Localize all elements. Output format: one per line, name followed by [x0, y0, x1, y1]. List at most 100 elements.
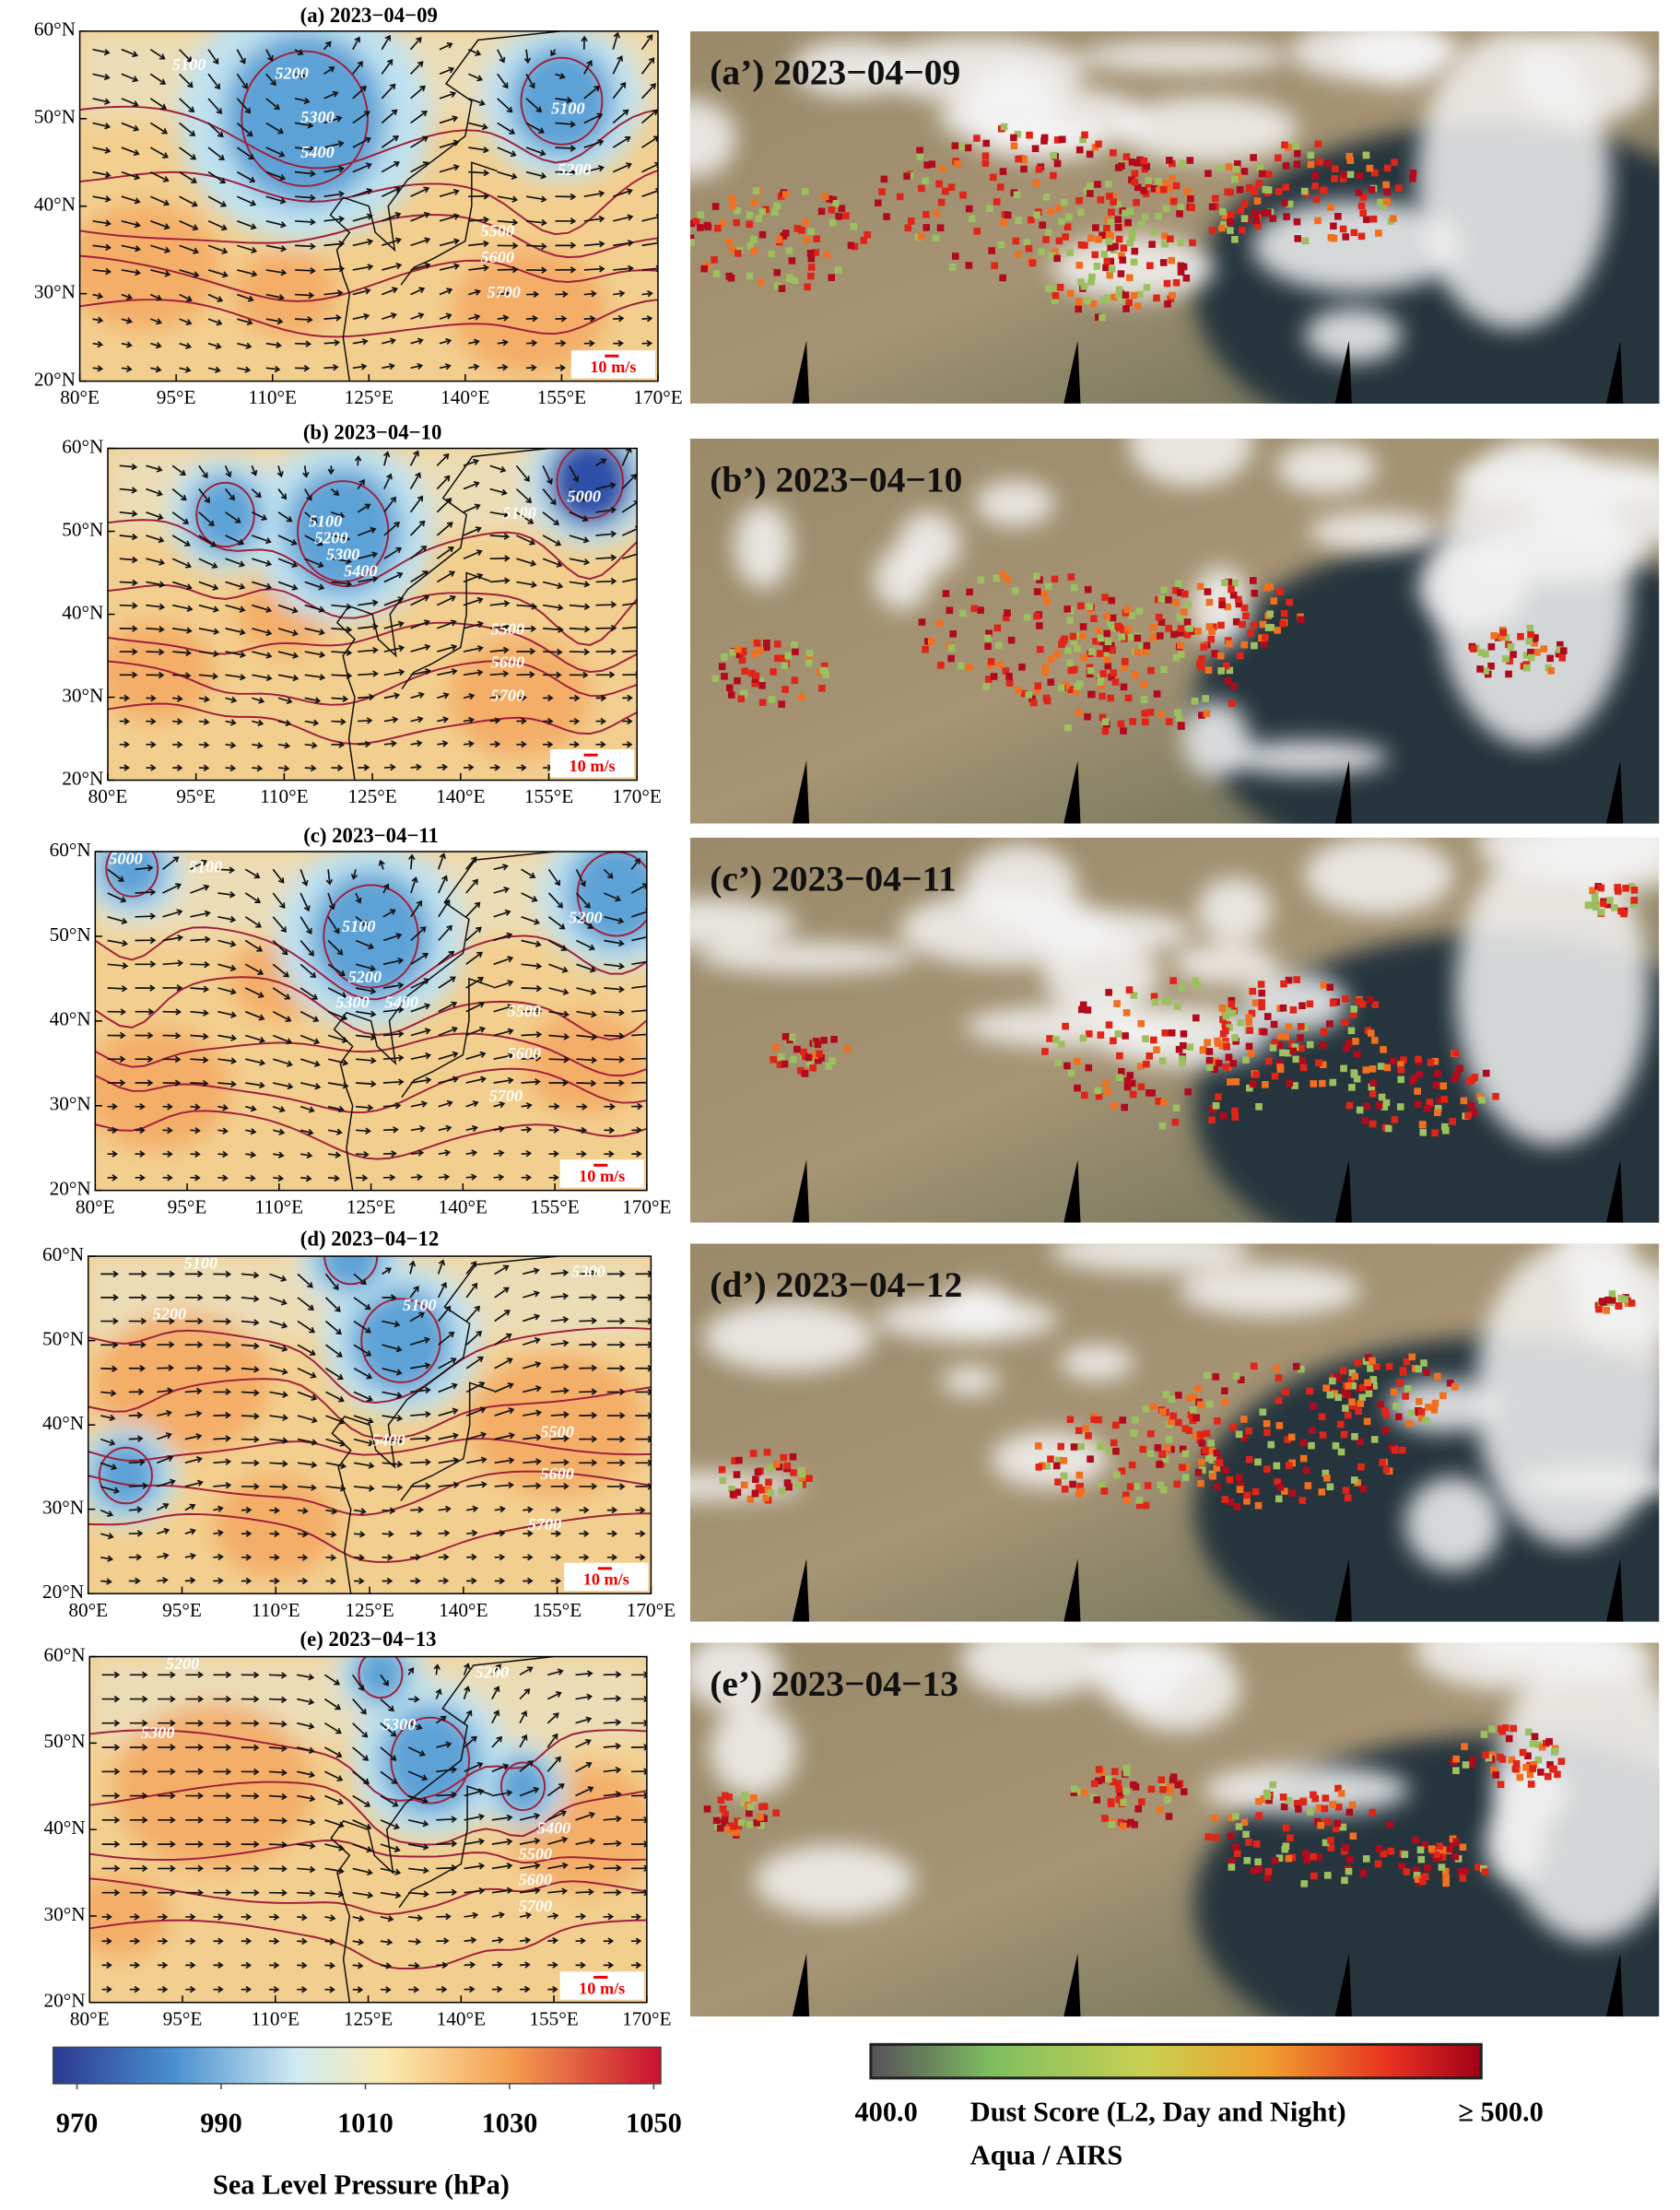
dust-pixel	[1222, 1466, 1229, 1474]
wind-vector	[268, 1769, 288, 1777]
wind-vector	[300, 1105, 315, 1113]
dust-pixel	[1138, 642, 1145, 650]
wind-vector	[410, 739, 423, 747]
dust-pixel	[1630, 900, 1638, 909]
dust-pixel	[1255, 1103, 1263, 1111]
low-pressure	[317, 1256, 385, 1292]
wind-vector	[410, 570, 429, 583]
dust-pixel	[1109, 1778, 1117, 1786]
contour-label: 5200	[166, 1654, 199, 1673]
wind-vector	[162, 959, 184, 967]
dust-pixel	[1106, 1447, 1113, 1454]
dust-pixel	[1180, 1041, 1187, 1050]
wind-vector	[128, 1577, 141, 1585]
dust-pixel	[1107, 218, 1115, 227]
wind-vector	[463, 526, 482, 536]
dust-pixel	[1263, 1874, 1271, 1882]
dust-pixel	[1299, 1439, 1308, 1447]
wind-vector	[172, 764, 183, 771]
dust-pixel	[1080, 653, 1087, 662]
wind-vector	[355, 1057, 377, 1064]
wind-vector	[190, 1079, 209, 1087]
dust-pixel	[821, 193, 829, 201]
dust-pixel	[1183, 618, 1192, 626]
dust-pixel	[758, 230, 767, 239]
wind-vector	[437, 1281, 447, 1299]
wind-vector	[158, 1937, 169, 1945]
dust-pixel	[987, 658, 995, 665]
dust-pixel	[1235, 1474, 1243, 1482]
dust-pixel	[1369, 1808, 1377, 1816]
dust-pixel	[1240, 604, 1249, 612]
wind-vector	[119, 648, 138, 655]
wind-vector	[353, 1273, 367, 1286]
wind-vector	[543, 741, 554, 748]
dust-pixel	[1226, 666, 1234, 675]
dust-pixel	[988, 247, 995, 254]
dust-pixel	[1224, 1005, 1231, 1014]
dust-pixel	[1279, 1793, 1287, 1801]
dust-pixel	[1142, 648, 1149, 655]
wind-reference-label: 10 m/s	[570, 757, 616, 775]
wind-vector	[595, 530, 617, 538]
wind-vector	[128, 1388, 145, 1396]
dust-pixel	[1150, 185, 1158, 193]
dust-pixel	[1218, 1042, 1227, 1050]
dust-pixel	[1098, 313, 1106, 322]
wind-vector	[146, 558, 166, 566]
wind-vector	[128, 1365, 146, 1372]
wind-vector	[523, 1290, 540, 1299]
wind-vector	[526, 290, 540, 298]
dust-pixel	[1258, 634, 1265, 642]
wind-vector	[294, 122, 314, 129]
wind-vector	[543, 717, 554, 725]
dust-pixel	[1287, 1433, 1296, 1441]
dust-pixel	[1505, 1734, 1513, 1743]
dust-pixel	[1128, 612, 1136, 619]
dust-pixel	[746, 1809, 753, 1817]
dust-pixel	[1060, 1457, 1068, 1464]
wind-vector	[92, 98, 111, 105]
dust-pixel	[1310, 1080, 1318, 1087]
dust-pixel	[1239, 1416, 1248, 1423]
dust-pixel	[1474, 1863, 1483, 1871]
wind-vector	[463, 763, 475, 771]
wind-vector	[323, 363, 339, 371]
dust-pixel	[1274, 627, 1281, 634]
wind-vector	[241, 1864, 260, 1873]
wind-vector	[407, 1667, 415, 1675]
wind-vector	[438, 976, 456, 989]
dust-pixel	[1524, 1752, 1532, 1760]
wind-vector	[225, 535, 245, 546]
wind-vector	[184, 1552, 196, 1560]
dust-pixel	[1255, 179, 1263, 187]
wind-vector	[252, 628, 273, 637]
dust-pixel	[1134, 1805, 1143, 1813]
wind-vector	[295, 340, 312, 347]
dust-pixel	[1336, 1420, 1345, 1428]
dust-pixel	[1042, 194, 1051, 201]
dust-pixel	[1165, 718, 1173, 725]
dust-pixel	[1442, 1127, 1450, 1134]
wind-vector	[548, 939, 568, 951]
dust-pixel	[718, 219, 726, 228]
wind-vector	[146, 671, 165, 679]
dust-pixel	[1354, 1358, 1362, 1367]
wind-vector	[225, 741, 237, 749]
dust-pixel	[1170, 197, 1178, 206]
wind-vector	[525, 218, 547, 227]
dust-pixel	[1529, 1765, 1536, 1772]
wind-vector	[324, 1986, 335, 1993]
dust-pixel	[999, 168, 1007, 175]
wind-vector	[542, 488, 557, 506]
wind-vector	[323, 240, 346, 248]
dust-pixel	[772, 1461, 781, 1468]
wind-vector	[569, 558, 591, 566]
wind-vector	[135, 1031, 154, 1040]
height-contour	[360, 1298, 441, 1383]
wind-vector	[410, 287, 426, 296]
wind-vector	[493, 956, 514, 966]
wind-vector	[297, 1937, 308, 1946]
dust-pixel	[1288, 1853, 1297, 1862]
dust-pixel	[973, 135, 981, 142]
